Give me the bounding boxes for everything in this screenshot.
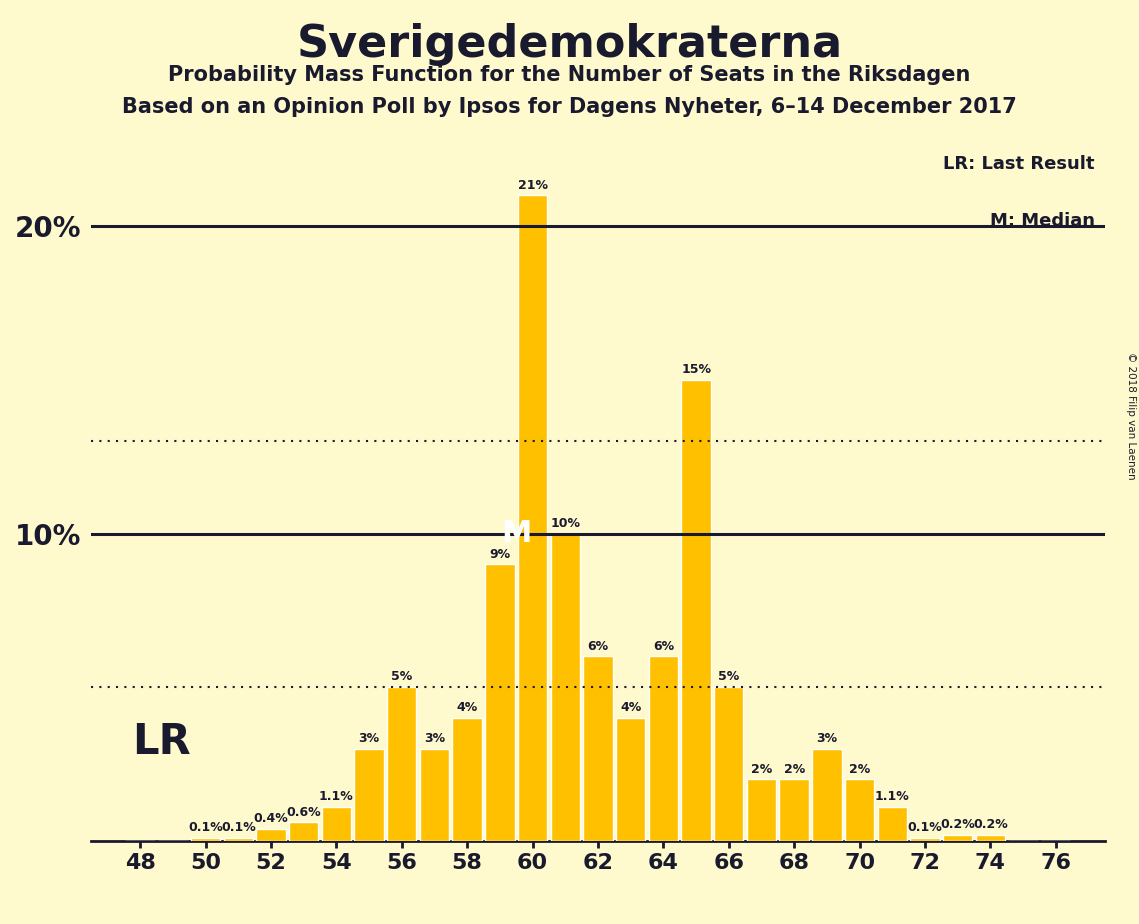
Text: LR: Last Result: LR: Last Result [943,155,1095,173]
Bar [845,779,875,841]
Bar [812,748,842,841]
Text: 4%: 4% [457,701,477,714]
Text: 5%: 5% [391,671,412,684]
Text: 21%: 21% [517,178,548,192]
Bar [681,380,711,841]
Text: 5%: 5% [719,671,739,684]
Text: Probability Mass Function for the Number of Seats in the Riksdagen: Probability Mass Function for the Number… [169,65,970,85]
Text: 0.1%: 0.1% [221,821,255,834]
Text: 10%: 10% [550,517,580,529]
Text: 3%: 3% [817,732,837,745]
Text: 1.1%: 1.1% [875,790,910,803]
Bar [223,838,253,841]
Bar [191,838,220,841]
Text: 3%: 3% [359,732,379,745]
Bar [943,834,973,841]
Text: 0.6%: 0.6% [286,806,321,819]
Bar [289,822,319,841]
Text: 2%: 2% [751,762,772,775]
Text: 4%: 4% [620,701,641,714]
Bar [976,834,1005,841]
Bar [354,748,384,841]
Bar [747,779,776,841]
Text: 0.1%: 0.1% [908,821,942,834]
Bar [321,807,351,841]
Bar [420,748,449,841]
Bar [616,718,646,841]
Bar [485,565,515,841]
Text: 2%: 2% [784,762,805,775]
Text: Based on an Opinion Poll by Ipsos for Dagens Nyheter, 6–14 December 2017: Based on an Opinion Poll by Ipsos for Da… [122,97,1017,117]
Text: 2%: 2% [849,762,870,775]
Text: 3%: 3% [424,732,445,745]
Bar [714,687,744,841]
Bar [550,533,580,841]
Bar [649,656,678,841]
Text: 9%: 9% [490,548,510,561]
Text: 6%: 6% [653,639,674,652]
Bar [256,829,286,841]
Bar [779,779,809,841]
Bar [877,807,907,841]
Bar [583,656,613,841]
Text: LR: LR [132,721,190,763]
Text: Sverigedemokraterna: Sverigedemokraterna [296,23,843,67]
Bar [910,838,940,841]
Text: 15%: 15% [681,363,711,376]
Text: 0.1%: 0.1% [188,821,223,834]
Text: 0.2%: 0.2% [941,818,975,831]
Text: 0.2%: 0.2% [973,818,1008,831]
Text: M: M [501,519,532,548]
Bar [452,718,482,841]
Text: 1.1%: 1.1% [319,790,354,803]
Text: 0.4%: 0.4% [254,812,288,825]
Bar [518,196,547,841]
Text: © 2018 Filip van Laenen: © 2018 Filip van Laenen [1126,352,1136,480]
Text: M: Median: M: Median [990,212,1095,230]
Text: 6%: 6% [588,639,608,652]
Bar [387,687,417,841]
